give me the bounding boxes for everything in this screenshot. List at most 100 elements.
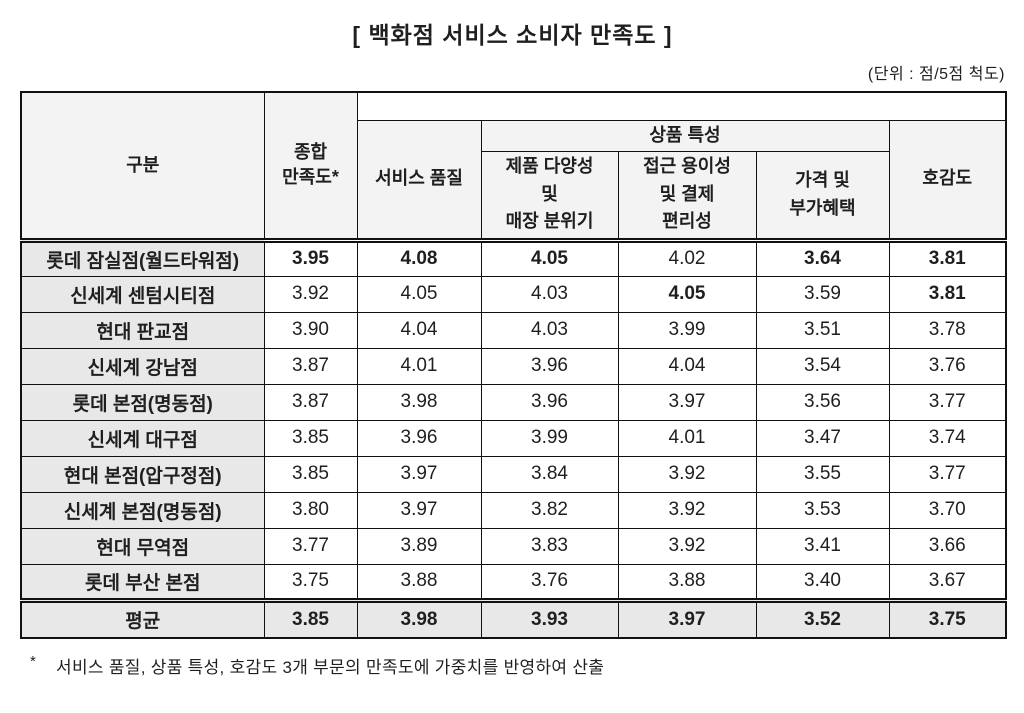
average-score-cell: 3.85 bbox=[263, 599, 358, 639]
score-cell: 3.85 bbox=[263, 419, 358, 457]
header-row-sub: 제품 다양성 및 매장 분위기 접근 용이성 및 결제 편리성 가격 및 부가혜… bbox=[21, 150, 1006, 241]
score-cell: 3.51 bbox=[755, 311, 890, 349]
score-cell: 4.02 bbox=[617, 237, 757, 277]
header-cell-access: 접근 용이성 및 결제 편리성 bbox=[617, 150, 757, 241]
header-empty-strip bbox=[356, 91, 1007, 121]
score-cell: 3.99 bbox=[480, 419, 619, 457]
score-cell: 3.95 bbox=[263, 237, 358, 277]
table-row: 신세계 본점(명동점) 3.80 3.97 3.82 3.92 3.53 3.70 bbox=[20, 491, 1007, 529]
header-row-strip: 구분 종합 만족도* bbox=[20, 91, 1007, 241]
score-cell: 3.77 bbox=[888, 383, 1007, 421]
store-name-cell: 롯데 본점(명동점) bbox=[20, 383, 265, 421]
score-cell: 4.08 bbox=[356, 237, 482, 277]
score-cell: 3.82 bbox=[480, 491, 619, 529]
header-row-groups: 서비스 품질 상품 특성 호감도 bbox=[21, 119, 1007, 241]
header-cell-product-group: 상품 특성 bbox=[480, 119, 890, 152]
table-row: 롯데 부산 본점 3.75 3.88 3.76 3.88 3.40 3.67 bbox=[20, 563, 1007, 603]
score-cell: 4.04 bbox=[356, 311, 482, 349]
average-score-cell: 3.52 bbox=[755, 599, 890, 639]
score-cell: 3.74 bbox=[888, 419, 1007, 457]
average-score-cell: 3.97 bbox=[617, 599, 757, 639]
score-cell: 4.05 bbox=[480, 237, 619, 277]
score-cell: 3.83 bbox=[480, 527, 619, 565]
score-cell: 3.88 bbox=[617, 563, 757, 603]
score-cell: 4.01 bbox=[617, 419, 757, 457]
score-cell: 3.87 bbox=[263, 347, 358, 385]
score-cell: 3.56 bbox=[755, 383, 890, 421]
average-row: 평균 3.85 3.98 3.93 3.97 3.52 3.75 bbox=[20, 599, 1007, 639]
store-name-cell: 신세계 본점(명동점) bbox=[20, 491, 265, 529]
score-cell: 3.92 bbox=[617, 491, 757, 529]
score-cell: 3.41 bbox=[755, 527, 890, 565]
table-row: 롯데 본점(명동점) 3.87 3.98 3.96 3.97 3.56 3.77 bbox=[20, 383, 1007, 421]
store-name-cell: 신세계 대구점 bbox=[20, 419, 265, 457]
score-cell: 3.76 bbox=[888, 347, 1007, 385]
score-cell: 3.90 bbox=[263, 311, 358, 349]
header-cell-service: 서비스 품질 bbox=[356, 119, 482, 241]
footnote: * 서비스 품질, 상품 특성, 호감도 3개 부문의 만족도에 가중치를 반영… bbox=[20, 653, 1005, 678]
score-cell: 4.03 bbox=[480, 275, 619, 313]
footnote-text: 서비스 품질, 상품 특성, 호감도 3개 부문의 만족도에 가중치를 반영하여… bbox=[56, 658, 605, 677]
store-name-cell: 신세계 센텀시티점 bbox=[20, 275, 265, 313]
score-cell: 3.89 bbox=[356, 527, 482, 565]
store-name-cell: 현대 판교점 bbox=[20, 311, 265, 349]
score-cell: 3.81 bbox=[888, 275, 1007, 313]
score-cell: 3.97 bbox=[617, 383, 757, 421]
average-score-cell: 3.98 bbox=[356, 599, 482, 639]
score-cell: 4.01 bbox=[356, 347, 482, 385]
score-cell: 3.92 bbox=[617, 527, 757, 565]
score-cell: 3.87 bbox=[263, 383, 358, 421]
score-cell: 3.67 bbox=[888, 563, 1007, 603]
table-row: 신세계 강남점 3.87 4.01 3.96 4.04 3.54 3.76 bbox=[20, 347, 1007, 385]
score-cell: 3.40 bbox=[755, 563, 890, 603]
score-cell: 3.78 bbox=[888, 311, 1007, 349]
table-header: 구분 종합 만족도* 서비스 품질 상품 특성 호감도 제품 다양성 및 매장 … bbox=[20, 91, 1007, 241]
header-cell-gubun: 구분 bbox=[20, 91, 265, 241]
score-cell: 4.05 bbox=[356, 275, 482, 313]
header-cell-variety: 제품 다양성 및 매장 분위기 bbox=[480, 150, 619, 241]
score-cell: 3.96 bbox=[356, 419, 482, 457]
table-row: 신세계 센텀시티점 3.92 4.05 4.03 4.05 3.59 3.81 bbox=[20, 275, 1007, 313]
table-body: 롯데 잠실점(월드타워점) 3.95 4.08 4.05 4.02 3.64 3.81 신세계… bbox=[20, 237, 1007, 603]
store-name-cell: 롯데 잠실점(월드타워점) bbox=[20, 237, 265, 277]
score-cell: 4.05 bbox=[617, 275, 757, 313]
score-cell: 3.77 bbox=[263, 527, 358, 565]
score-cell: 3.64 bbox=[755, 237, 890, 277]
table-footer: 평균 3.85 3.98 3.93 3.97 3.52 3.75 bbox=[20, 599, 1007, 639]
score-cell: 3.88 bbox=[356, 563, 482, 603]
score-cell: 3.97 bbox=[356, 491, 482, 529]
score-cell: 3.77 bbox=[888, 455, 1007, 493]
score-cell: 3.97 bbox=[356, 455, 482, 493]
score-cell: 4.03 bbox=[480, 311, 619, 349]
score-cell: 3.96 bbox=[480, 383, 619, 421]
table-row: 롯데 잠실점(월드타워점) 3.95 4.08 4.05 4.02 3.64 3.81 bbox=[20, 237, 1007, 277]
score-cell: 3.47 bbox=[755, 419, 890, 457]
average-label-cell: 평균 bbox=[20, 599, 265, 639]
header-cell-favor: 호감도 bbox=[888, 119, 1007, 241]
score-cell: 3.75 bbox=[263, 563, 358, 603]
score-cell: 3.96 bbox=[480, 347, 619, 385]
score-cell: 3.81 bbox=[888, 237, 1007, 277]
satisfaction-table: 구분 종합 만족도* 서비스 품질 상품 특성 호감도 제품 다양성 및 매장 … bbox=[20, 91, 1008, 639]
table-row: 현대 본점(압구정점) 3.85 3.97 3.84 3.92 3.55 3.77 bbox=[20, 455, 1007, 493]
score-cell: 3.55 bbox=[755, 455, 890, 493]
page-title: [ 백화점 서비스 소비자 만족도 ] bbox=[352, 22, 673, 48]
table-row: 현대 판교점 3.90 4.04 4.03 3.99 3.51 3.78 bbox=[20, 311, 1007, 349]
score-cell: 3.92 bbox=[617, 455, 757, 493]
score-cell: 3.54 bbox=[755, 347, 890, 385]
unit-note: (단위 : 점/5점 척도) bbox=[867, 66, 1005, 83]
score-cell: 3.99 bbox=[617, 311, 757, 349]
table-row: 현대 무역점 3.77 3.89 3.83 3.92 3.41 3.66 bbox=[20, 527, 1007, 565]
score-cell: 3.80 bbox=[263, 491, 358, 529]
header-cell-overall: 종합 만족도* bbox=[263, 91, 358, 241]
store-name-cell: 신세계 강남점 bbox=[20, 347, 265, 385]
store-name-cell: 현대 무역점 bbox=[20, 527, 265, 565]
score-cell: 3.92 bbox=[263, 275, 358, 313]
score-cell: 3.84 bbox=[480, 455, 619, 493]
score-cell: 3.76 bbox=[480, 563, 619, 603]
score-cell: 3.70 bbox=[888, 491, 1007, 529]
header-cell-price: 가격 및 부가혜택 bbox=[755, 150, 890, 241]
table-row: 신세계 대구점 3.85 3.96 3.99 4.01 3.47 3.74 bbox=[20, 419, 1007, 457]
score-cell: 3.66 bbox=[888, 527, 1007, 565]
